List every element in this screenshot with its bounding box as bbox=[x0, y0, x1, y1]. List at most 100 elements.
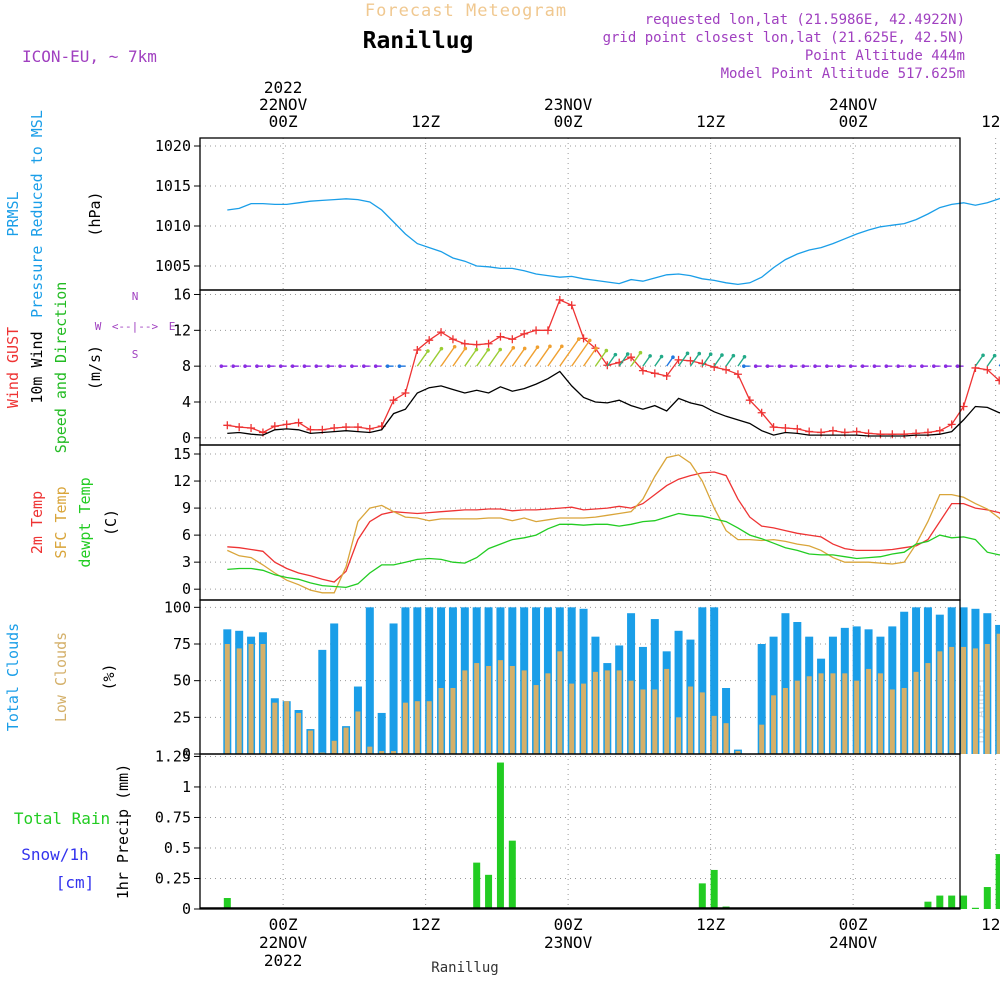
wind-direction-arrowhead bbox=[498, 347, 503, 352]
wind-direction-arrow bbox=[630, 352, 642, 367]
gust-marker bbox=[650, 369, 659, 378]
wind-direction-arrowhead bbox=[742, 364, 746, 368]
gust-marker bbox=[781, 423, 790, 432]
total-cloud-bar bbox=[389, 623, 398, 754]
total-cloud-bar bbox=[413, 607, 422, 754]
total-cloud-bar bbox=[757, 644, 766, 754]
low-cloud-bar bbox=[652, 689, 658, 754]
total-cloud-bar bbox=[674, 630, 683, 754]
y-tick-label: 100 bbox=[164, 598, 191, 616]
gust-marker bbox=[223, 421, 232, 430]
low-cloud-bar bbox=[925, 663, 931, 754]
low-cloud-bar bbox=[426, 701, 432, 754]
low-cloud-bar bbox=[272, 702, 278, 754]
wind-direction-arrowhead bbox=[314, 364, 319, 368]
y-tick-label: 0.75 bbox=[155, 808, 191, 826]
wind-direction-arrow bbox=[725, 355, 734, 367]
gust-marker bbox=[935, 426, 944, 435]
wind-direction-arrowhead bbox=[243, 364, 247, 368]
compass-rose: <--|--> W E N S bbox=[95, 290, 176, 361]
series-line-dewpt-temp bbox=[227, 512, 1000, 589]
rain-bar bbox=[223, 898, 231, 909]
low-cloud-bar bbox=[842, 673, 848, 754]
gust-marker bbox=[389, 396, 398, 405]
low-cloud-bar bbox=[949, 646, 955, 754]
wind-direction-arrow bbox=[571, 339, 591, 367]
gust-marker bbox=[460, 339, 469, 348]
wind-direction-arrow bbox=[559, 338, 580, 367]
low-cloud-bar bbox=[889, 689, 895, 754]
total-cloud-bar bbox=[781, 613, 790, 754]
gust-marker bbox=[520, 329, 529, 338]
top-tick-label: 12Z bbox=[981, 112, 1000, 131]
y-tick-label: 25 bbox=[173, 708, 191, 726]
gust-marker bbox=[532, 326, 541, 335]
y-tick-label: 6 bbox=[182, 526, 191, 544]
low-cloud-bar bbox=[723, 723, 729, 754]
total-cloud-bar bbox=[330, 623, 339, 754]
low-cloud-bar bbox=[391, 751, 397, 754]
gust-marker bbox=[710, 363, 719, 372]
wind-direction-arrowhead bbox=[594, 346, 598, 351]
top-tick-label: 12Z bbox=[411, 112, 440, 131]
bottom-tick-label: 12Z bbox=[411, 915, 440, 934]
wind-direction-arrow bbox=[582, 347, 597, 367]
gust-marker bbox=[330, 423, 339, 432]
series-line-10m-wind bbox=[227, 370, 1000, 437]
wind-direction-arrow bbox=[535, 345, 551, 367]
wind-direction-arrowhead bbox=[981, 353, 985, 358]
total-cloud-bar bbox=[698, 607, 707, 754]
wind-direction-arrowhead bbox=[872, 364, 877, 368]
low-cloud-bar bbox=[592, 671, 598, 754]
wind-direction-arrow bbox=[689, 353, 700, 367]
wind-direction-arrow bbox=[606, 354, 616, 367]
gust-marker bbox=[555, 295, 564, 304]
y-tick-label: 50 bbox=[173, 672, 191, 690]
bottom-tick-label: 12Z bbox=[981, 915, 1000, 934]
gust-marker bbox=[983, 365, 992, 374]
wind-direction-arrowhead bbox=[813, 364, 817, 368]
gust-marker bbox=[757, 408, 766, 417]
low-cloud-bar bbox=[806, 676, 812, 754]
low-cloud-bar bbox=[877, 673, 883, 754]
low-cloud-bar bbox=[854, 680, 860, 754]
wind-direction-arrowhead bbox=[560, 344, 564, 349]
low-cloud-bar bbox=[414, 701, 420, 754]
low-cloud-bar bbox=[711, 715, 717, 754]
wind-direction-arrowhead bbox=[267, 364, 271, 368]
y-tick-label: 75 bbox=[173, 635, 191, 653]
wind-direction-arrowhead bbox=[955, 364, 960, 368]
wind-direction-arrowhead bbox=[671, 355, 675, 359]
total-cloud-bar bbox=[448, 607, 457, 754]
low-cloud-bar bbox=[961, 646, 967, 754]
gust-marker bbox=[294, 418, 303, 427]
low-cloud-bar bbox=[759, 724, 765, 754]
series-line-sfc-temp bbox=[227, 454, 1000, 594]
rain-bar bbox=[508, 840, 516, 909]
wind-direction-arrow bbox=[487, 349, 501, 367]
y-tick-label: 0.5 bbox=[164, 839, 191, 857]
panel-precip: 0 0.25 0.5 0.75 1 1.25 1hr Precip (mm)Total Ra… bbox=[14, 747, 1000, 918]
wind-direction-arrowhead bbox=[486, 347, 490, 352]
low-cloud-bar bbox=[248, 644, 254, 754]
wind-direction-arrowhead bbox=[896, 364, 900, 368]
bottom-tick-label: 2022 bbox=[264, 951, 303, 970]
y-tick-label: 0.25 bbox=[155, 869, 191, 887]
wind-direction-arrowhead bbox=[638, 350, 643, 355]
gust-marker bbox=[306, 425, 315, 434]
compass-e: E bbox=[169, 320, 176, 333]
panel-temperature: 0 3 6 9 12 15 2m Temp SFC Temp dewpt Temp (C) bbox=[28, 444, 1000, 601]
low-cloud-bar bbox=[307, 730, 313, 754]
gust-marker bbox=[247, 423, 256, 432]
y-tick-label: 1020 bbox=[155, 137, 191, 155]
panel-label: dewpt Temp bbox=[76, 477, 94, 567]
wind-direction-arrowhead bbox=[708, 352, 713, 357]
y-tick-label: 1 bbox=[182, 778, 191, 796]
gust-marker bbox=[235, 423, 244, 432]
wind-direction-arrow bbox=[654, 356, 663, 367]
wind-direction-arrowhead bbox=[731, 353, 736, 358]
wind-direction-arrow bbox=[618, 353, 629, 367]
gust-marker bbox=[342, 423, 351, 432]
gust-marker bbox=[674, 355, 683, 364]
precip-legend-label: Snow/1h bbox=[21, 845, 88, 864]
